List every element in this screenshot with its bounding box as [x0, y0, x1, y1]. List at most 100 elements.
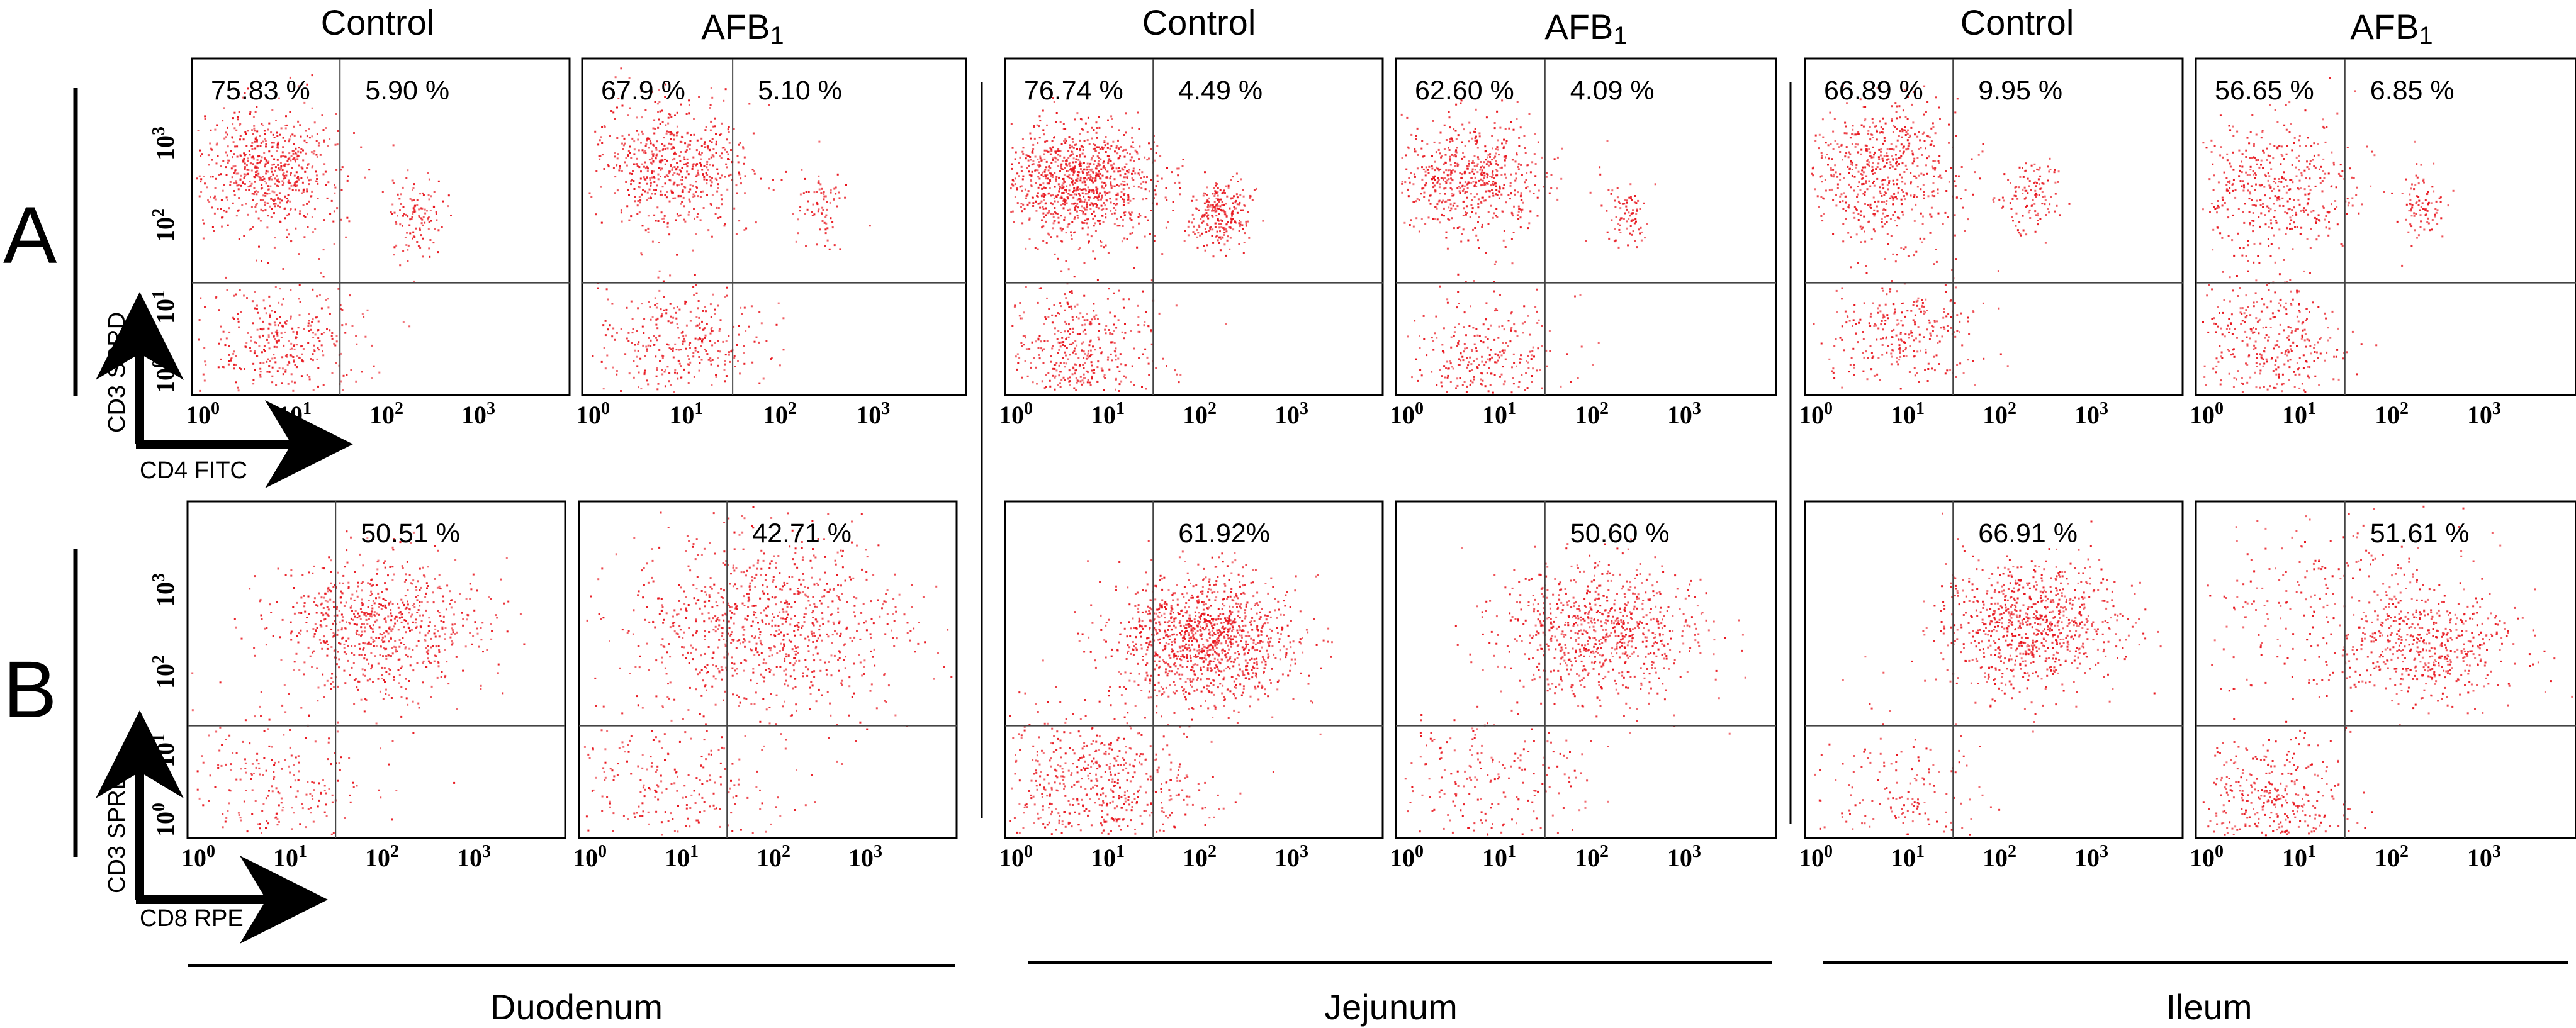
event-dot: [1234, 201, 1237, 204]
event-dot: [728, 351, 730, 354]
event-dot: [1031, 196, 1033, 199]
event-dot: [273, 357, 276, 359]
event-dot: [1046, 174, 1049, 176]
event-dot: [1510, 328, 1512, 330]
event-dot: [1086, 172, 1088, 174]
event-dot: [1030, 366, 1032, 369]
event-dot: [695, 174, 698, 177]
event-dot: [288, 152, 291, 155]
event-dot: [1071, 181, 1074, 184]
event-dot: [1884, 209, 1887, 211]
event-dot: [1079, 199, 1082, 202]
event-dot: [1536, 310, 1538, 313]
event-dot: [1202, 220, 1205, 223]
event-dot: [311, 216, 313, 218]
event-dot: [1011, 179, 1014, 181]
event-dot: [1035, 340, 1037, 343]
event-dot: [1097, 175, 1099, 177]
event-dot: [1845, 152, 1848, 155]
event-dot: [279, 133, 281, 136]
event-dot: [1492, 216, 1494, 219]
event-dot: [435, 211, 437, 213]
event-dot: [755, 336, 758, 338]
event-dot: [1063, 362, 1066, 364]
event-dot: [1519, 216, 1522, 219]
event-dot: [291, 150, 294, 152]
event-dot: [1421, 140, 1424, 142]
event-dot: [324, 170, 327, 173]
event-dot: [235, 215, 238, 217]
event-dot: [1466, 165, 1468, 167]
event-dot: [1874, 230, 1876, 233]
event-dot: [670, 384, 672, 386]
event-dot: [1150, 343, 1153, 345]
event-dot: [668, 200, 671, 203]
event-dot: [1054, 364, 1057, 366]
event-dot: [1876, 87, 1879, 89]
event-dot: [638, 166, 641, 169]
event-dot: [1480, 378, 1482, 381]
event-dot: [1218, 208, 1220, 210]
event-dot: [641, 133, 644, 135]
event-dot: [290, 174, 292, 176]
event-dot: [719, 319, 722, 321]
event-dot: [1839, 151, 1842, 153]
event-dot: [256, 106, 258, 108]
event-dot: [1098, 220, 1101, 223]
event-dot: [1923, 237, 1926, 240]
event-dot: [1119, 353, 1122, 355]
event-dot: [1505, 201, 1507, 204]
event-dot: [1037, 347, 1040, 349]
event-dot: [1523, 305, 1526, 308]
event-dot: [256, 159, 259, 161]
event-dot: [719, 177, 722, 179]
event-dot: [252, 383, 255, 385]
event-dot: [267, 341, 270, 344]
event-dot: [220, 325, 222, 328]
event-dot: [297, 177, 300, 180]
event-dot: [1448, 206, 1450, 209]
event-dot: [1139, 145, 1141, 148]
event-dot: [1427, 169, 1429, 171]
event-dot: [599, 139, 601, 142]
event-dot: [299, 301, 301, 303]
event-dot: [1110, 187, 1113, 189]
event-dot: [1062, 123, 1065, 125]
event-dot: [1204, 228, 1206, 230]
event-dot: [651, 150, 653, 153]
event-dot: [237, 116, 239, 118]
event-dot: [619, 167, 621, 169]
event-dot: [1457, 344, 1460, 346]
event-dot: [1095, 174, 1098, 177]
event-dot: [1468, 361, 1470, 364]
event-dot: [299, 210, 301, 213]
event-dot: [284, 177, 287, 179]
event-dot: [598, 155, 600, 157]
event-dot: [1130, 330, 1132, 332]
event-dot: [1453, 193, 1455, 196]
event-dot: [259, 362, 262, 364]
event-dot: [320, 272, 322, 274]
event-dot: [1020, 165, 1023, 168]
event-dot: [1437, 181, 1439, 183]
event-dot: [825, 214, 828, 216]
event-dot: [1146, 176, 1148, 178]
event-dot: [1407, 335, 1409, 338]
event-dot: [1030, 362, 1032, 364]
event-dot: [752, 132, 755, 135]
event-dot: [250, 339, 252, 342]
event-dot: [1103, 190, 1106, 193]
event-dot: [1529, 190, 1531, 193]
event-dot: [1866, 163, 1869, 165]
event-dot: [1088, 171, 1090, 174]
event-dot: [288, 360, 290, 363]
event-dot: [1495, 185, 1497, 187]
event-dot: [1874, 201, 1876, 203]
event-dot: [1203, 245, 1205, 247]
event-dot: [658, 349, 661, 351]
event-dot: [1098, 152, 1100, 154]
event-dot: [1066, 202, 1068, 204]
event-dot: [1492, 194, 1495, 197]
event-dot: [1076, 210, 1078, 213]
event-dot: [1090, 235, 1093, 238]
